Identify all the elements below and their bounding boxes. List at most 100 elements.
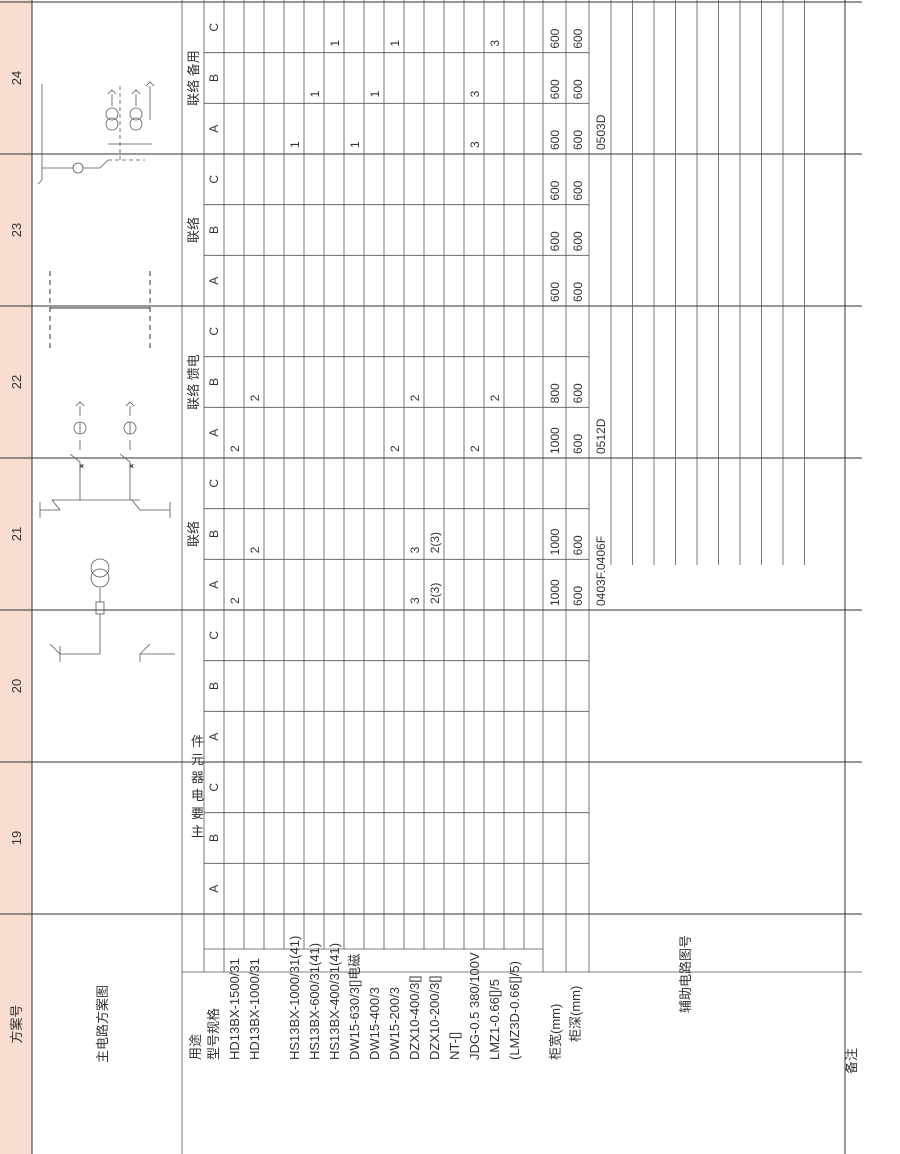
component-qty: 1: [288, 141, 302, 148]
circuit-diagram-23: [49, 268, 151, 348]
component-name: HD13BX-1500/31: [227, 958, 242, 1060]
scheme-column-23: 23 联络 A 600 600 B 600 600 C 600 600: [0, 153, 862, 302]
phase-label: A: [207, 429, 221, 437]
component-name: DW15-630/3[]电磁: [347, 954, 362, 1060]
scheme-usage: 联络: [186, 217, 201, 243]
scheme-number-label: 方案号: [9, 1004, 24, 1043]
phase-label: B: [207, 682, 221, 690]
circuit-diagram-22: × ×: [39, 401, 171, 518]
scheme-usage: 联络 馈电: [186, 354, 201, 410]
group-label-char: 元: [191, 752, 204, 767]
cabinet-width-value: 600: [548, 28, 562, 48]
cabinet-width-value: 1000: [548, 427, 562, 454]
cabinet-width-value: 800: [548, 383, 562, 403]
component-labels: HD13BX-1500/31 HD13BX-1000/31 HS13BX-1000/…: [227, 936, 522, 1060]
component-qty: 1: [368, 90, 382, 97]
aux-circuit-label: 辅助电路图号: [678, 935, 693, 1013]
scheme-column-19: 19 A B C: [0, 761, 862, 893]
phase-label: C: [207, 175, 221, 184]
scheme-number: 24: [9, 71, 24, 85]
cabinet-depth-value: 600: [571, 586, 585, 606]
component-name: NT-[]: [447, 1032, 462, 1060]
cabinet-depth-value: 600: [571, 434, 585, 454]
cabinet-depth-value: 600: [571, 28, 585, 48]
component-name: JDG-0.5 380/100V: [467, 952, 482, 1060]
component-name: DW15-200/3: [387, 987, 402, 1060]
phase-label: C: [207, 783, 221, 792]
component-name: HD13BX-1000/31: [247, 958, 262, 1060]
phase-label: A: [207, 885, 221, 893]
cabinet-depth-value: 600: [571, 535, 585, 555]
svg-text:×: ×: [79, 464, 86, 468]
circuit-diagram-21: [49, 558, 175, 662]
component-name: DZX10-400/3[]: [407, 975, 422, 1060]
component-qty: 2: [228, 445, 242, 452]
component-name: DW15-400/3: [367, 987, 382, 1060]
phase-label: A: [207, 581, 221, 589]
aux-circuit-number: 0503D: [594, 114, 608, 150]
scheme-usage: 联络 备用: [186, 50, 201, 106]
phase-label: C: [207, 631, 221, 640]
phase-label: B: [207, 226, 221, 234]
component-qty: 3: [488, 40, 502, 47]
cabinet-depth-value: 600: [571, 130, 585, 150]
phase-label: C: [207, 23, 221, 32]
aux-circuit-number: 0403F.0406F: [594, 536, 608, 606]
left-labels: 方案号 主电路方案图 用途 型号规格 柜宽(mm) 柜深(mm) 辅助电路图号 …: [9, 935, 859, 1074]
phase-label: A: [207, 733, 221, 741]
scheme-number: 22: [9, 375, 24, 389]
phase-label: A: [207, 125, 221, 133]
cabinet-width-value: 600: [548, 231, 562, 251]
cabinet-width-value: 600: [548, 282, 562, 302]
component-qty: 2: [488, 394, 502, 401]
phase-label: A: [207, 277, 221, 285]
component-qty: 2(3): [428, 532, 442, 553]
scheme-number: 19: [9, 831, 24, 845]
component-qty: 1: [388, 40, 402, 47]
svg-text:×: ×: [129, 464, 136, 468]
model-label: 型号规格: [206, 1008, 221, 1060]
cabinet-width-value: 600: [548, 79, 562, 99]
cabinet-depth-value: 600: [571, 79, 585, 99]
group-label-char: 件: [191, 734, 204, 749]
cabinet-depth-value: 600: [571, 282, 585, 302]
phase-label: C: [207, 327, 221, 336]
usage-label: 用途: [188, 1034, 203, 1060]
phase-label: B: [207, 530, 221, 538]
scheme-number: 21: [9, 527, 24, 541]
component-qty: 3: [408, 546, 422, 553]
component-qty: 2: [248, 394, 262, 401]
group-label-char: 电: [191, 788, 204, 803]
phase-label: B: [207, 378, 221, 386]
cabinet-width-value: 1000: [548, 528, 562, 555]
component-name: HS13BX-1000/31(41): [287, 936, 302, 1060]
component-qty: 2(3): [428, 583, 442, 604]
group-label-char: 要: [191, 806, 204, 821]
cabinet-depth-value: 600: [571, 383, 585, 403]
phase-label: C: [207, 479, 221, 488]
component-qty: 1: [328, 40, 342, 47]
component-name: HS13BX-600/31(41): [307, 943, 322, 1060]
scheme-number-band: [0, 0, 32, 1154]
component-qty: 2: [228, 597, 242, 604]
group-label-char: 主: [191, 824, 204, 839]
cabinet-width-value: 1000: [548, 579, 562, 606]
component-qty: 3: [468, 141, 482, 148]
component-qty: 2: [388, 445, 402, 452]
component-qty: 2: [468, 445, 482, 452]
group-label-char: 器: [191, 770, 204, 785]
scheme-number: 20: [9, 679, 24, 693]
component-qty: 1: [348, 141, 362, 148]
cabinet-depth-value: 600: [571, 231, 585, 251]
phase-label: B: [207, 74, 221, 82]
component-qty: 3: [408, 597, 422, 604]
cabinet-width-value: 600: [548, 130, 562, 150]
depth-label: 柜深(mm): [568, 986, 583, 1042]
circuit-diagram-24: [37, 81, 155, 185]
scheme-usage: 联络: [186, 521, 201, 547]
scheme-column-21: 21 联络 A 1000 600 B 1000 600 C 2 2 3 3 2(3) 2(3) 0403F.0…: [0, 457, 862, 606]
